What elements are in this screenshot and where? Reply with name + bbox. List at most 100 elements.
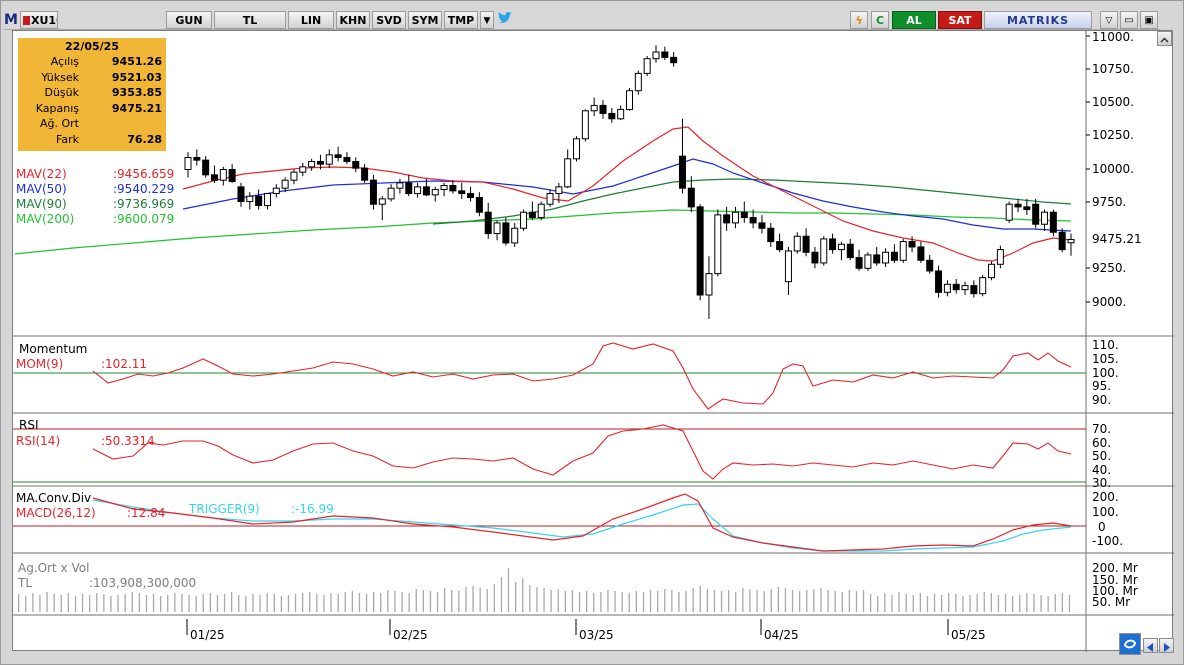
candle-up <box>943 283 951 293</box>
lightning-icon[interactable]: ϟ <box>850 11 868 29</box>
volume-bar <box>706 589 708 612</box>
candlestick-series <box>184 45 1075 320</box>
chart-area[interactable]: 11000. 10750. 10500. 10250. 10000. 9750.… <box>12 30 1174 652</box>
volume-axis-label: 100. Mr <box>1092 584 1138 598</box>
mav90-line <box>432 178 1072 225</box>
volume-bar <box>493 584 495 612</box>
volume-bar <box>53 594 55 612</box>
volume-bar <box>813 589 815 612</box>
macd-axis-label: -100. <box>1092 534 1123 548</box>
volume-bar <box>664 589 666 612</box>
rsi-legend-label: RSI(14) <box>16 434 60 448</box>
candle-down <box>829 238 837 251</box>
candle-down <box>890 251 898 261</box>
candle-up <box>626 90 633 110</box>
volume-bar <box>507 568 510 612</box>
macd-legend-value: :12.84 <box>127 506 165 520</box>
currency-button[interactable]: TL <box>214 11 286 29</box>
candle-down <box>1049 211 1057 233</box>
momentum-axis-label: 105. <box>1092 352 1119 366</box>
volume-legend: Ag.Ort x Vol TL :103,908,300,000 <box>17 561 196 590</box>
scale-button[interactable]: LIN <box>288 11 334 29</box>
candle-up <box>784 250 792 283</box>
toolbar-button-sym[interactable]: SYM <box>408 11 442 29</box>
volume-bar <box>529 585 531 612</box>
volume-bar <box>898 592 900 612</box>
volume-bar <box>294 594 297 612</box>
price-axis-label: 9000. <box>1092 295 1126 309</box>
candle-up <box>299 166 307 173</box>
volume-bar <box>671 590 673 612</box>
volume-bar <box>550 590 552 612</box>
candle-down <box>316 160 324 165</box>
volume-bar <box>351 591 353 612</box>
time-axis: 01/25 02/25 03/25 04/25 05/25 <box>186 619 986 642</box>
candle-down <box>926 259 934 272</box>
sell-button[interactable]: SAT <box>938 11 982 29</box>
volume-bar <box>926 596 929 612</box>
volume-bar <box>905 594 907 612</box>
scroll-left-button[interactable] <box>1143 638 1158 653</box>
mav200-legend-label: MAV(200) <box>16 212 74 226</box>
volume-bar <box>444 588 446 612</box>
scroll-up-button[interactable] <box>1157 31 1172 46</box>
volume-bar <box>46 592 48 612</box>
price-axis-label: 9750. <box>1092 195 1126 209</box>
candle-up <box>837 243 845 251</box>
rsi-legend-value: :50.3314 <box>101 434 155 448</box>
volume-legend-label: TL <box>17 576 32 590</box>
candle-up <box>564 158 572 188</box>
candle-up <box>731 211 739 224</box>
volume-bar <box>571 590 574 612</box>
restore-icon[interactable]: ▣ <box>1140 11 1158 29</box>
dropdown-arrow-icon[interactable]: ▼ <box>480 11 494 29</box>
volume-bar <box>877 596 879 612</box>
candle-down <box>723 214 731 224</box>
volume-bar <box>415 589 417 612</box>
info-label: Fark <box>56 132 79 146</box>
volume-bar <box>103 594 105 612</box>
twitter-bird-icon[interactable] <box>495 11 515 29</box>
volume-bar <box>1047 596 1049 612</box>
volume-bar <box>720 591 723 612</box>
scroll-right-button[interactable] <box>1159 638 1174 653</box>
macd-axis-label: 200. <box>1092 490 1119 504</box>
volume-bar <box>195 596 197 612</box>
volume-bar <box>678 592 680 612</box>
collapse-icon[interactable]: ▽ <box>1100 11 1118 29</box>
minimize-icon[interactable]: ▭ <box>1120 11 1138 29</box>
candle-down <box>661 51 669 58</box>
candle-down <box>237 186 245 203</box>
refresh-icon[interactable]: C <box>871 11 889 29</box>
price-axis-label: 10000. <box>1092 162 1134 176</box>
chart-sync-button[interactable] <box>1119 633 1141 655</box>
toolbar-button-svd[interactable]: SVD <box>372 11 406 29</box>
candle-down <box>740 211 748 219</box>
info-date: 22/05/25 <box>65 40 119 53</box>
symbol-selector[interactable]: XU100 <box>20 11 58 29</box>
candle-down <box>449 185 457 192</box>
volume-bar <box>948 593 950 612</box>
candle-up <box>511 227 519 244</box>
volume-bar <box>657 591 659 612</box>
toolbar-button-khn[interactable]: KHN <box>336 11 370 29</box>
buy-button[interactable]: AL <box>892 11 936 29</box>
volume-bar <box>451 590 453 612</box>
toolbar-button-tmp[interactable]: TMP <box>444 11 478 29</box>
candle-down <box>811 251 819 264</box>
candle-up <box>714 214 722 275</box>
candle-up <box>290 171 298 181</box>
volume-bar <box>699 586 701 612</box>
candle-up <box>414 186 422 195</box>
period-button[interactable]: GUN <box>166 11 212 29</box>
volume-bar <box>124 594 126 612</box>
rsi-axis-label: 40. <box>1092 463 1111 477</box>
volume-bar <box>316 594 318 612</box>
volume-bar <box>891 595 893 612</box>
volume-bar <box>408 593 410 612</box>
info-value: 9353.85 <box>111 86 162 99</box>
candle-up <box>573 138 581 160</box>
momentum-axis-label: 90. <box>1092 393 1111 407</box>
info-label: Yüksek <box>41 70 79 84</box>
